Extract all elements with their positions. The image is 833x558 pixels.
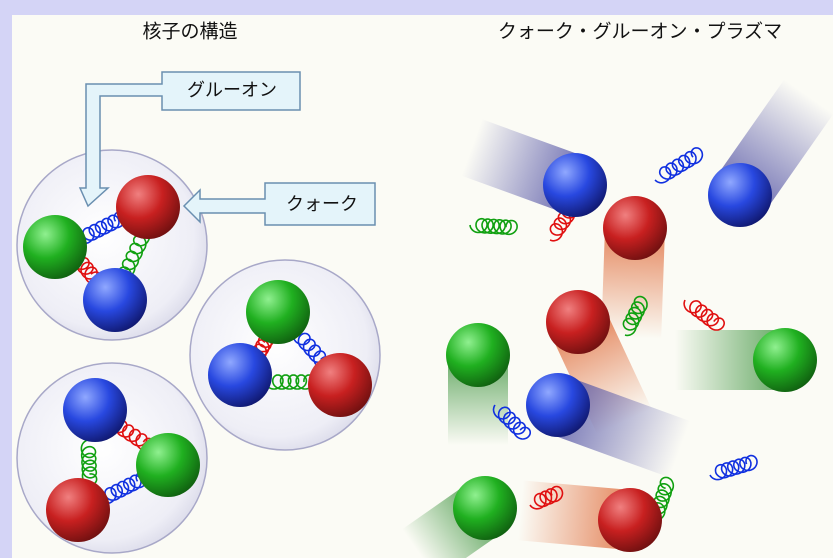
gluon [264,374,316,390]
gluon [492,404,532,440]
gluon [709,454,758,481]
quark [708,163,772,227]
quark [546,290,610,354]
gluon [80,439,98,486]
quark [446,323,510,387]
gluon [292,329,332,370]
quark [598,488,662,552]
quark [246,280,310,344]
callout-label: グルーオン [187,80,277,101]
quark [308,353,372,417]
right-title: クォーク・グルーオン・プラズマ [498,21,782,43]
gluon [529,485,564,510]
callout-box [78,71,301,208]
gluon [683,299,726,331]
quark [46,478,110,542]
quark [526,373,590,437]
quark [136,433,200,497]
gluon [469,217,518,236]
gluon [622,295,648,337]
quark [753,328,817,392]
quark [208,343,272,407]
quark [63,378,127,442]
callout-label: クォーク [286,194,358,215]
gluon [654,147,704,184]
quark [83,268,147,332]
callout-box [182,182,376,226]
quark [603,196,667,260]
left-title: 核子の構造 [142,21,237,43]
quark [453,476,517,540]
quark [116,175,180,239]
callout-gluon: グルーオン [78,71,301,208]
artwork [16,79,833,558]
quark [543,153,607,217]
callout-quark: クォーク [182,182,376,226]
quark [23,215,87,279]
